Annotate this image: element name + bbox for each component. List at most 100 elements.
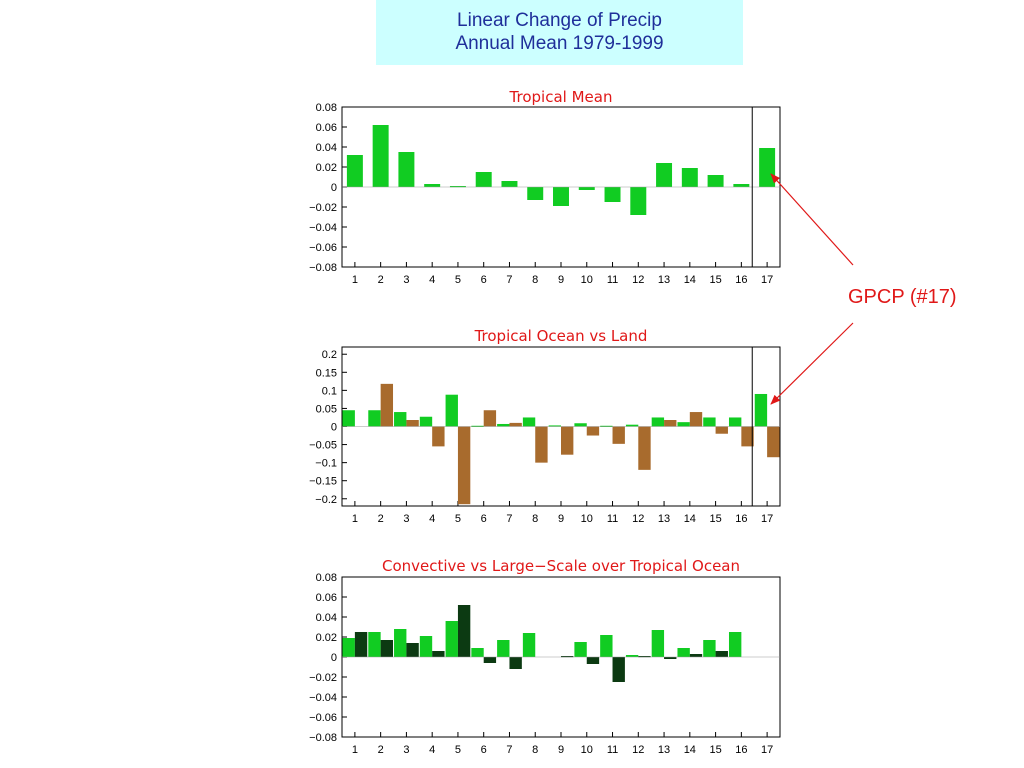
- bar-6-s1: [475, 172, 492, 187]
- y-tick-label: 0: [331, 182, 337, 194]
- bar-7-s2: [509, 657, 522, 669]
- bar-2-s1: [372, 125, 389, 187]
- x-tick-label: 11: [607, 513, 618, 525]
- bar-17-s2: [767, 426, 780, 458]
- bar-11-s1: [600, 635, 613, 657]
- bar-2-s2: [380, 383, 394, 427]
- x-tick-label: 15: [709, 513, 721, 525]
- bar-1-s1: [346, 155, 363, 187]
- bar-12-s2: [638, 656, 651, 658]
- x-tick-label: 3: [403, 744, 409, 756]
- gpcp-arrow-middle: [770, 322, 854, 405]
- y-tick-label: −0.05: [309, 440, 337, 452]
- x-tick-label: 9: [558, 513, 564, 525]
- bar-5-s1: [445, 394, 458, 427]
- bar-2-s1: [368, 410, 381, 427]
- bar-5-s1: [449, 186, 466, 188]
- bar-16-s1: [728, 417, 742, 427]
- bar-11-s2: [612, 426, 625, 444]
- y-tick-label: 0.06: [316, 122, 337, 134]
- x-tick-label: 13: [658, 513, 670, 525]
- x-tick-label: 12: [632, 744, 644, 756]
- bar-8-s1: [522, 633, 536, 657]
- y-tick-label: −0.08: [309, 262, 337, 274]
- bar-5-s1: [445, 621, 458, 657]
- y-tick-label: 0.02: [316, 632, 337, 644]
- y-tick-label: 0.04: [316, 612, 337, 624]
- y-tick-label: −0.06: [309, 242, 337, 254]
- y-tick-label: 0.08: [316, 572, 337, 584]
- bar-7-s1: [497, 640, 510, 657]
- chart-title: Tropical Ocean vs Land: [474, 327, 648, 345]
- bar-9-s2: [561, 426, 574, 455]
- bar-4-s2: [432, 426, 445, 447]
- chart-title: Convective vs Large−Scale over Tropical …: [382, 557, 740, 575]
- bar-3-s1: [394, 629, 407, 657]
- x-tick-label: 7: [506, 274, 512, 286]
- x-tick-label: 17: [761, 274, 773, 286]
- bar-15-s1: [703, 640, 716, 657]
- y-tick-label: 0: [331, 422, 337, 434]
- bar-13-s1: [656, 163, 673, 187]
- x-tick-label: 11: [607, 744, 618, 756]
- bar-8-s1: [522, 417, 536, 427]
- y-tick-label: −0.04: [309, 692, 337, 704]
- x-tick-label: 5: [455, 513, 461, 525]
- y-tick-label: −0.02: [309, 672, 337, 684]
- bar-12-s1: [625, 424, 639, 427]
- y-tick-label: −0.04: [309, 222, 337, 234]
- bar-14-s2: [689, 654, 703, 657]
- x-tick-label: 16: [735, 513, 747, 525]
- bar-4-s1: [419, 636, 433, 657]
- bar-7-s2: [509, 422, 522, 427]
- x-tick-label: 2: [378, 513, 384, 525]
- bar-4-s1: [424, 184, 441, 187]
- bar-6-s2: [483, 657, 497, 663]
- bar-9-s2: [561, 656, 574, 658]
- x-tick-label: 6: [481, 274, 487, 286]
- x-tick-label: 13: [658, 274, 670, 286]
- x-tick-label: 7: [506, 513, 512, 525]
- x-tick-label: 12: [632, 274, 644, 286]
- x-tick-label: 16: [735, 744, 747, 756]
- y-tick-label: −0.2: [315, 494, 337, 506]
- bar-10-s1: [578, 187, 595, 190]
- bar-4-s2: [432, 651, 445, 657]
- bar-10-s1: [574, 423, 587, 427]
- x-tick-label: 10: [581, 513, 593, 525]
- x-tick-label: 10: [581, 274, 593, 286]
- x-tick-label: 17: [761, 513, 773, 525]
- gpcp-annotation-label: GPCP (#17): [848, 286, 957, 308]
- y-tick-label: 0.02: [316, 162, 337, 174]
- bar-12-s2: [638, 426, 651, 470]
- x-tick-label: 5: [455, 274, 461, 286]
- bar-2-s2: [380, 640, 394, 657]
- bar-1-s1: [342, 638, 355, 657]
- x-tick-label: 12: [632, 513, 644, 525]
- header-title-box: Linear Change of Precip Annual Mean 1979…: [376, 0, 743, 65]
- x-tick-label: 8: [532, 513, 538, 525]
- x-tick-label: 8: [532, 274, 538, 286]
- x-tick-label: 8: [532, 744, 538, 756]
- y-tick-label: 0.2: [322, 349, 337, 361]
- chart-2: Tropical Ocean vs Land 0.2 0.15 0.1 0.05 0 −0.…: [309, 327, 781, 525]
- bar-9-s1: [553, 187, 569, 206]
- bar-13-s2: [664, 657, 677, 659]
- bar-1-s2: [354, 632, 368, 657]
- y-tick-label: −0.08: [309, 732, 337, 744]
- x-tick-label: 1: [352, 744, 358, 756]
- x-tick-label: 11: [607, 274, 618, 286]
- chart-title: Tropical Mean: [509, 88, 613, 106]
- bar-15-s2: [715, 651, 728, 657]
- y-tick-label: 0.06: [316, 592, 337, 604]
- x-tick-label: 4: [429, 513, 435, 525]
- bar-14-s1: [677, 422, 690, 427]
- bar-4-s1: [419, 416, 433, 427]
- x-tick-label: 2: [378, 274, 384, 286]
- gpcp-arrow-top: [770, 173, 854, 266]
- bar-13-s1: [651, 417, 665, 427]
- x-tick-label: 9: [558, 274, 564, 286]
- bar-3-s1: [398, 152, 415, 187]
- bar-17-s1: [759, 148, 776, 187]
- x-tick-label: 17: [761, 744, 773, 756]
